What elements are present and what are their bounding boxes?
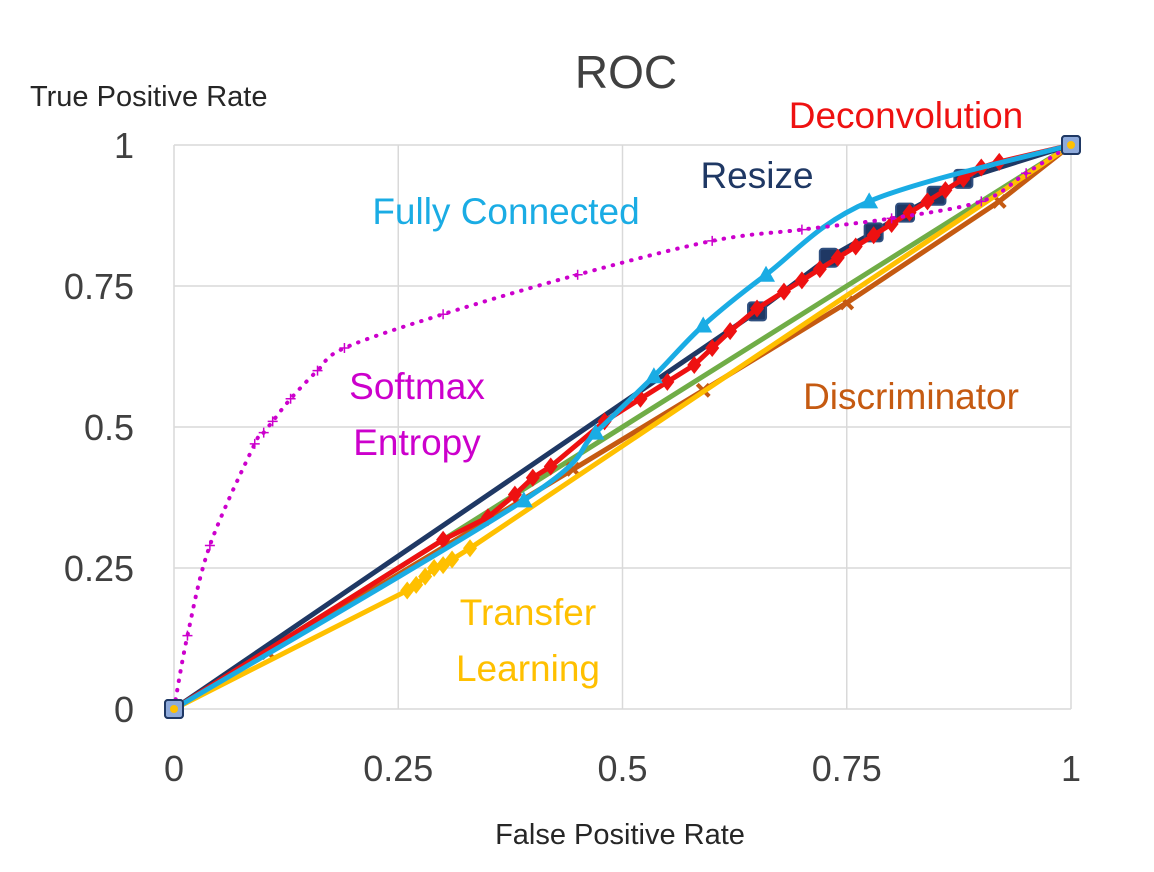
data-point-deconvolution <box>920 192 935 211</box>
y-tick-label: 0.25 <box>64 548 134 589</box>
data-point-deconvolution <box>794 271 809 290</box>
series-label-discriminator: Discriminator <box>803 376 1019 417</box>
data-point-fully-connected <box>586 423 605 440</box>
endpoint-dot <box>1067 141 1075 149</box>
data-point-fully-connected <box>860 192 879 209</box>
series-deconvolution <box>167 136 1078 718</box>
data-point-deconvolution <box>705 339 720 358</box>
data-point-deconvolution <box>776 282 791 301</box>
data-point-transfer-learning <box>463 539 478 558</box>
chart-title: ROC <box>575 46 677 98</box>
series-layer <box>164 135 1081 719</box>
data-point-fully-connected <box>757 265 776 282</box>
endpoint-markers <box>164 135 1081 719</box>
data-point-softmax-entropy <box>249 438 260 449</box>
x-tick-label: 1 <box>1061 748 1081 789</box>
data-point-fully-connected <box>644 367 663 384</box>
data-point-softmax-entropy <box>796 224 807 235</box>
data-point-deconvolution <box>723 322 738 341</box>
x-tick-label: 0.5 <box>597 748 647 789</box>
endpoint-dot <box>170 705 178 713</box>
series-fully-connected <box>165 136 1080 716</box>
data-point-transfer-learning <box>445 550 460 569</box>
series-label-resize: Resize <box>700 155 813 196</box>
y-tick-label: 0 <box>114 689 134 730</box>
data-point-transfer-learning <box>418 567 433 586</box>
series-label-deconvolution: Deconvolution <box>789 95 1023 136</box>
y-tick-label: 1 <box>114 125 134 166</box>
data-point-softmax-entropy <box>267 416 278 427</box>
data-point-deconvolution <box>750 299 765 318</box>
data-point-deconvolution <box>525 468 540 487</box>
data-point-deconvolution <box>687 355 702 374</box>
series-line-softmax-entropy <box>172 143 1073 711</box>
grid <box>173 144 1072 710</box>
data-point-deconvolution <box>938 181 953 200</box>
data-point-deconvolution <box>848 237 863 256</box>
data-point-deconvolution <box>812 260 827 279</box>
data-point-deconvolution <box>884 214 899 233</box>
series-transfer-learning <box>167 136 1078 718</box>
data-point-softmax-entropy <box>976 196 987 207</box>
data-point-softmax-entropy <box>438 309 449 320</box>
data-point-softmax-entropy <box>1021 168 1032 179</box>
data-point-deconvolution <box>866 226 881 245</box>
data-point-deconvolution <box>436 530 451 549</box>
data-point-softmax-entropy <box>258 427 269 438</box>
series-label-fully-connected: Fully Connected <box>372 191 639 232</box>
series-label-softmax-entropy: Softmax <box>349 366 485 407</box>
y-axis-label: True Positive Rate <box>30 81 267 113</box>
x-axis-label: False Positive Rate <box>495 819 745 851</box>
data-point-softmax-entropy <box>285 393 296 404</box>
data-point-deconvolution <box>543 457 558 476</box>
axis-ticks: 0 0.25 0.5 0.75 1 0 0.25 0.5 0.75 1 <box>64 125 1081 789</box>
data-point-deconvolution <box>660 372 675 391</box>
x-tick-label: 0.75 <box>812 748 882 789</box>
data-point-deconvolution <box>507 485 522 504</box>
series-labels: Softmax Entropy Fully Connected Deconvoluti… <box>349 95 1023 689</box>
data-point-transfer-learning <box>409 575 424 594</box>
data-point-softmax-entropy <box>204 540 215 551</box>
series-label-softmax-entropy: Entropy <box>353 422 481 463</box>
data-point-softmax-entropy <box>339 343 350 354</box>
series-label-transfer-learning: Learning <box>456 648 600 689</box>
data-point-fully-connected <box>694 316 713 333</box>
x-tick-label: 0.25 <box>363 748 433 789</box>
data-point-fully-connected <box>514 491 533 508</box>
x-tick-label: 0 <box>164 748 184 789</box>
data-point-softmax-entropy <box>886 213 897 224</box>
data-point-deconvolution <box>902 203 917 222</box>
data-point-softmax-entropy <box>572 269 583 280</box>
data-point-softmax-entropy <box>312 365 323 376</box>
data-point-softmax-entropy <box>182 630 193 641</box>
series-label-transfer-learning: Transfer <box>460 592 596 633</box>
y-tick-label: 0.75 <box>64 266 134 307</box>
data-point-softmax-entropy <box>707 235 718 246</box>
y-tick-label: 0.5 <box>84 407 134 448</box>
data-point-deconvolution <box>830 248 845 267</box>
